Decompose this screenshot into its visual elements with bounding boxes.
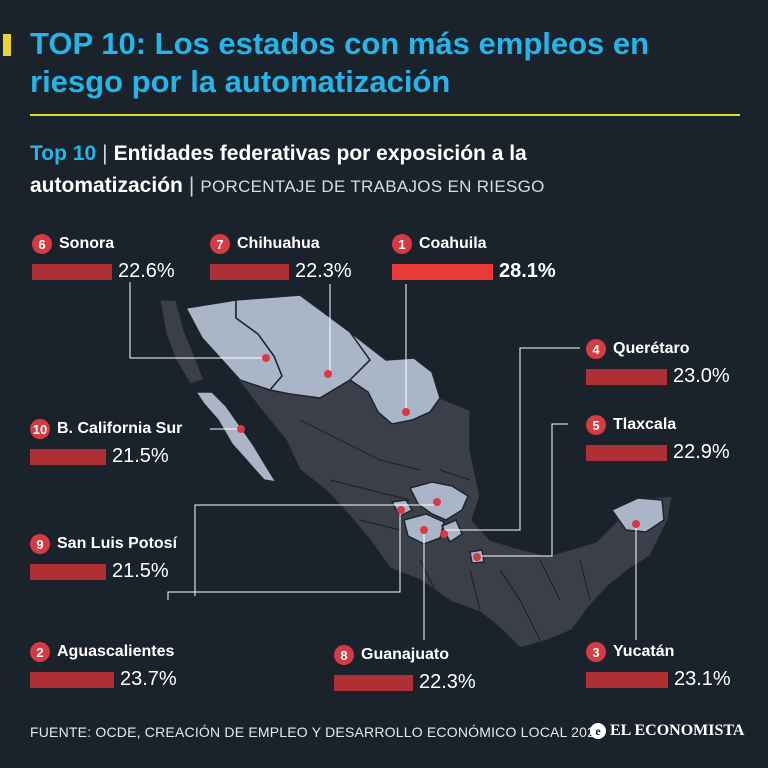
map-state-bcs [194,391,278,484]
rank-badge: 10 [30,419,50,439]
leader-aguascalientes [194,504,437,596]
map-state-yucatan [610,497,665,533]
rank-badge: 9 [30,534,50,554]
callout-tlaxcala: 5 Tlaxcala 22.9% [586,414,730,464]
callout-chihuahua: 7 Chihuahua 22.3% [210,233,352,283]
bar-queretaro [586,368,667,385]
value-label: 23.0% [673,365,730,387]
subtitle-note: PORCENTAJE DE TRABAJOS EN RIESGO [200,177,545,196]
marker-chihuahua [324,370,332,378]
bar-sonora [32,263,112,280]
leader-queretaro [444,347,580,531]
subtitle-separator-2: | [188,174,195,197]
title-accent-bar [3,34,11,56]
leader-tlaxcala [478,423,568,557]
rank-badge: 1 [392,234,412,254]
state-name: San Luis Potosí [57,535,178,552]
state-name: B. California Sur [57,420,183,437]
title-rule [30,114,740,116]
brand-logo: e EL ECONOMISTA [590,722,744,740]
value-label: 21.5% [112,560,169,582]
map-state-coahuila [348,331,441,425]
marker-guanajuato [420,526,428,534]
value-label: 23.1% [674,668,731,690]
leader-lines [129,282,637,640]
callout-aguascalientes: 2 Aguascalientes 23.7% [30,641,177,691]
bar-chihuahua [210,263,289,280]
marker-sonora [262,354,270,362]
source-note: FUENTE: OCDE, CREACIÓN DE EMPLEO Y DESAR… [30,724,604,740]
marker-tlaxcala [473,553,481,561]
callout-coahuila: 1 Coahuila 28.1% [392,233,556,283]
state-name: Coahuila [419,235,487,252]
rank-badge: 2 [30,642,50,662]
subtitle-separator: | [102,142,108,165]
value-label: 22.6% [118,260,175,282]
map-state-queretaro [440,519,463,544]
e-logo-icon: e [590,723,606,739]
callout-guanajuato: 8 Guanajuato 22.3% [334,644,476,694]
marker-slp [397,506,405,514]
value-label: 21.5% [112,445,169,467]
state-name: Guanajuato [361,646,450,663]
bar-aguascalientes [30,671,114,688]
marker-coahuila [402,408,410,416]
map-baja-california [159,299,206,385]
value-label: 22.9% [673,441,730,463]
callout-slp: 9 San Luis Potosí 21.5% [30,533,177,583]
subtitle: Top 10 | Entidades federativas por exposic… [30,138,750,203]
marker-queretaro [440,530,448,538]
callout-queretaro: 4 Querétaro 23.0% [586,338,730,388]
map-markers [237,354,640,561]
value-label: 22.3% [295,260,352,282]
value-label: 28.1% [499,260,556,282]
value-label: 22.3% [419,671,476,693]
state-name: Tlaxcala [613,416,677,433]
page-title: TOP 10: Los estados con más empleos en r… [30,26,650,99]
value-label: 23.7% [120,668,177,690]
rank-badge: 8 [334,645,354,665]
bar-guanajuato [334,674,413,691]
leader-slp [167,508,401,600]
rank-badge: 3 [586,642,606,662]
marker-bcs [237,425,245,433]
state-name: Aguascalientes [57,643,175,660]
callout-bcs: 10 B. California Sur 21.5% [30,418,182,468]
brand-name: EL ECONOMISTA [610,722,745,739]
leader-sonora [129,282,266,359]
bar-bcs [30,448,106,465]
state-name: Chihuahua [237,235,320,252]
state-name: Querétaro [613,340,690,357]
marker-aguascalientes [433,498,441,506]
subtitle-lead: Top 10 [30,142,97,165]
bar-slp [30,563,106,580]
marker-yucatan [632,520,640,528]
rank-badge: 7 [210,234,230,254]
bar-coahuila [392,263,493,280]
state-name: Sonora [59,235,115,252]
state-name: Yucatán [613,643,675,660]
callout-sonora: 6 Sonora 22.6% [32,233,175,283]
map-highlight-states [184,294,665,564]
rank-badge: 5 [586,415,606,435]
rank-badge: 4 [586,339,606,359]
bar-tlaxcala [586,444,667,461]
rank-badge: 6 [32,234,52,254]
subtitle-main: Entidades federativas por exposición a l… [30,142,527,197]
bar-yucatan [586,671,668,688]
callout-yucatan: 3 Yucatán 23.1% [586,641,731,691]
